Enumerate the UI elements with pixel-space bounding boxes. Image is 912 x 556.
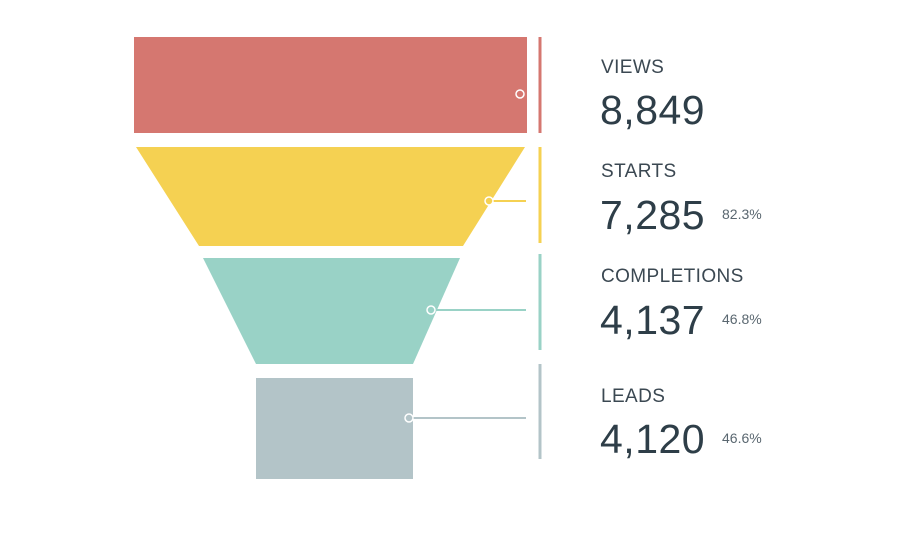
connector-dot-starts: [484, 196, 494, 206]
stage-percent-starts: 82.3%: [722, 206, 762, 222]
funnel-stage-leads[interactable]: LEADS 4,120 46.6%: [256, 364, 762, 479]
funnel-segment-starts[interactable]: [136, 147, 525, 246]
stage-label-completions: COMPLETIONS: [601, 266, 744, 287]
stage-percent-completions: 46.8%: [722, 311, 762, 327]
funnel-stage-views[interactable]: VIEWS 8,849: [134, 37, 705, 133]
stage-label-views: VIEWS: [601, 57, 664, 78]
connector-dot-leads: [404, 413, 414, 423]
funnel-stage-starts[interactable]: STARTS 7,285 82.3%: [136, 147, 762, 246]
stage-label-starts: STARTS: [601, 161, 677, 182]
stage-value-completions: 4,137: [600, 297, 705, 343]
stage-percent-leads: 46.6%: [722, 430, 762, 446]
stage-value-starts: 7,285: [600, 192, 705, 238]
funnel-segment-completions[interactable]: [203, 258, 460, 364]
stage-label-leads: LEADS: [601, 386, 665, 407]
connector-dot-completions: [426, 305, 436, 315]
connector-dot-views: [515, 89, 525, 99]
stage-value-views: 8,849: [600, 87, 705, 133]
stage-value-leads: 4,120: [600, 416, 705, 462]
funnel-stage-completions[interactable]: COMPLETIONS 4,137 46.8%: [203, 254, 762, 364]
funnel-segment-leads[interactable]: [256, 378, 413, 479]
funnel-segment-views[interactable]: [134, 37, 527, 133]
